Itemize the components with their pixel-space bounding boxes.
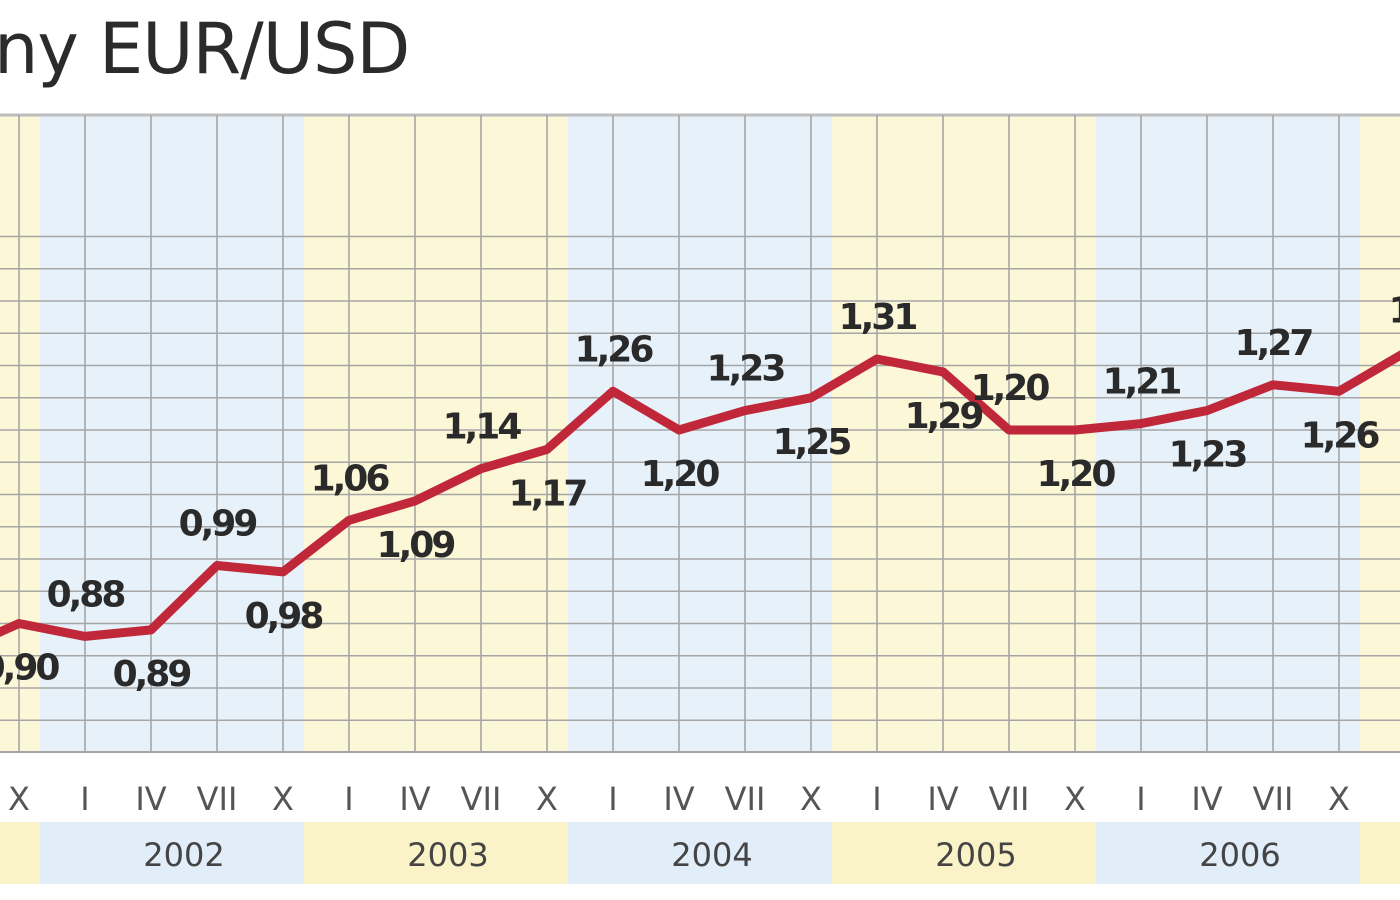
x-tick-labels: XIIVVIIXIIVVIIXIIVVIIXIIVVIIXIIVVIIXI [8,780,1350,818]
data-point [346,517,352,524]
data-label: 0,90 [0,648,59,689]
year-band [1096,115,1384,752]
x-tick-label: VII [725,780,766,818]
year-band [568,115,856,752]
data-label: 1,25 [773,422,851,463]
data-label: 0,89 [113,654,191,695]
x-tick-label: IV [399,780,430,818]
year-band [304,115,592,752]
year-band [1360,115,1400,752]
x-tick-label: X [1328,780,1350,818]
data-label: 1,23 [1169,435,1247,476]
x-tick-label: VII [1253,780,1294,818]
data-point [1270,381,1276,388]
data-point [1204,407,1210,414]
x-tick-label: VII [461,780,502,818]
data-point [412,497,418,504]
x-tick-label: I [344,780,353,818]
x-tick-label: X [272,780,294,818]
data-point [610,388,616,395]
data-point [148,626,154,633]
year-labels: 2002 2003 2004 2005 2006 [143,836,1280,874]
x-tick-label: I [80,780,89,818]
data-label: 1,14 [443,407,522,448]
x-tick-label: X [800,780,822,818]
x-tick-label: X [536,780,558,818]
x-tick-label: IV [135,780,166,818]
data-label: 0,88 [47,574,125,615]
data-point [1336,388,1342,395]
data-label: 0,98 [245,596,323,637]
data-label: 1,31 [839,297,917,338]
data-label: 1,26 [575,329,654,370]
year-cell [1360,822,1400,884]
year-label: 2006 [1199,836,1280,874]
data-label: 1,20 [1037,454,1116,495]
x-tick-label: IV [663,780,694,818]
data-label: 1,23 [707,349,785,390]
grid-lines [0,113,1400,753]
data-labels: 0,90 0,88 0,89 0,99 0,98 1,06 1,09 1,14 1,17 1,26… [0,291,1400,695]
data-label: 1,17 [509,473,587,514]
data-label: 1,20 [971,368,1050,409]
data-label: 1,09 [377,525,455,566]
data-point [544,446,550,453]
data-label: 0,99 [179,503,257,544]
data-label: 1,20 [641,454,720,495]
year-cell [1096,822,1384,884]
data-label: 1,26 [1301,415,1380,456]
x-tick-label: I [872,780,881,818]
x-tick-label: VII [197,780,238,818]
data-point [1138,420,1144,427]
data-point [478,465,484,472]
year-cell [832,822,1120,884]
x-tick-label: VII [989,780,1030,818]
x-tick-label: I [1136,780,1145,818]
year-axis-cells [0,822,1400,884]
data-point [280,568,286,575]
x-tick-label: X [8,780,30,818]
data-label: 1,21 [1103,362,1181,403]
year-label: 2004 [671,836,752,874]
data-label: 1,27 [1235,323,1313,364]
data-point [1072,427,1078,433]
data-point [742,407,748,414]
year-label: 2005 [935,836,1016,874]
data-label: 1, [1389,291,1400,332]
chart-title: ny EUR/USD [0,8,410,90]
year-band [40,115,328,752]
eur-usd-series-line [0,350,1400,641]
data-point [808,394,814,401]
series-line-group [0,350,1400,641]
data-label: 1,29 [905,396,983,437]
data-point [214,562,220,569]
data-point [16,620,22,627]
data-label: 1,06 [311,458,390,499]
x-tick-label: I [608,780,617,818]
x-tick-label: IV [927,780,958,818]
year-cell [304,822,592,884]
year-cell [40,822,328,884]
data-point [82,633,88,640]
x-tick-label: IV [1191,780,1222,818]
x-tick-label: X [1064,780,1086,818]
data-point [676,427,682,433]
year-cell [568,822,856,884]
data-point [1006,427,1012,433]
year-label: 2002 [143,836,224,874]
data-point [874,356,880,363]
data-point [940,368,946,375]
year-label: 2003 [407,836,488,874]
